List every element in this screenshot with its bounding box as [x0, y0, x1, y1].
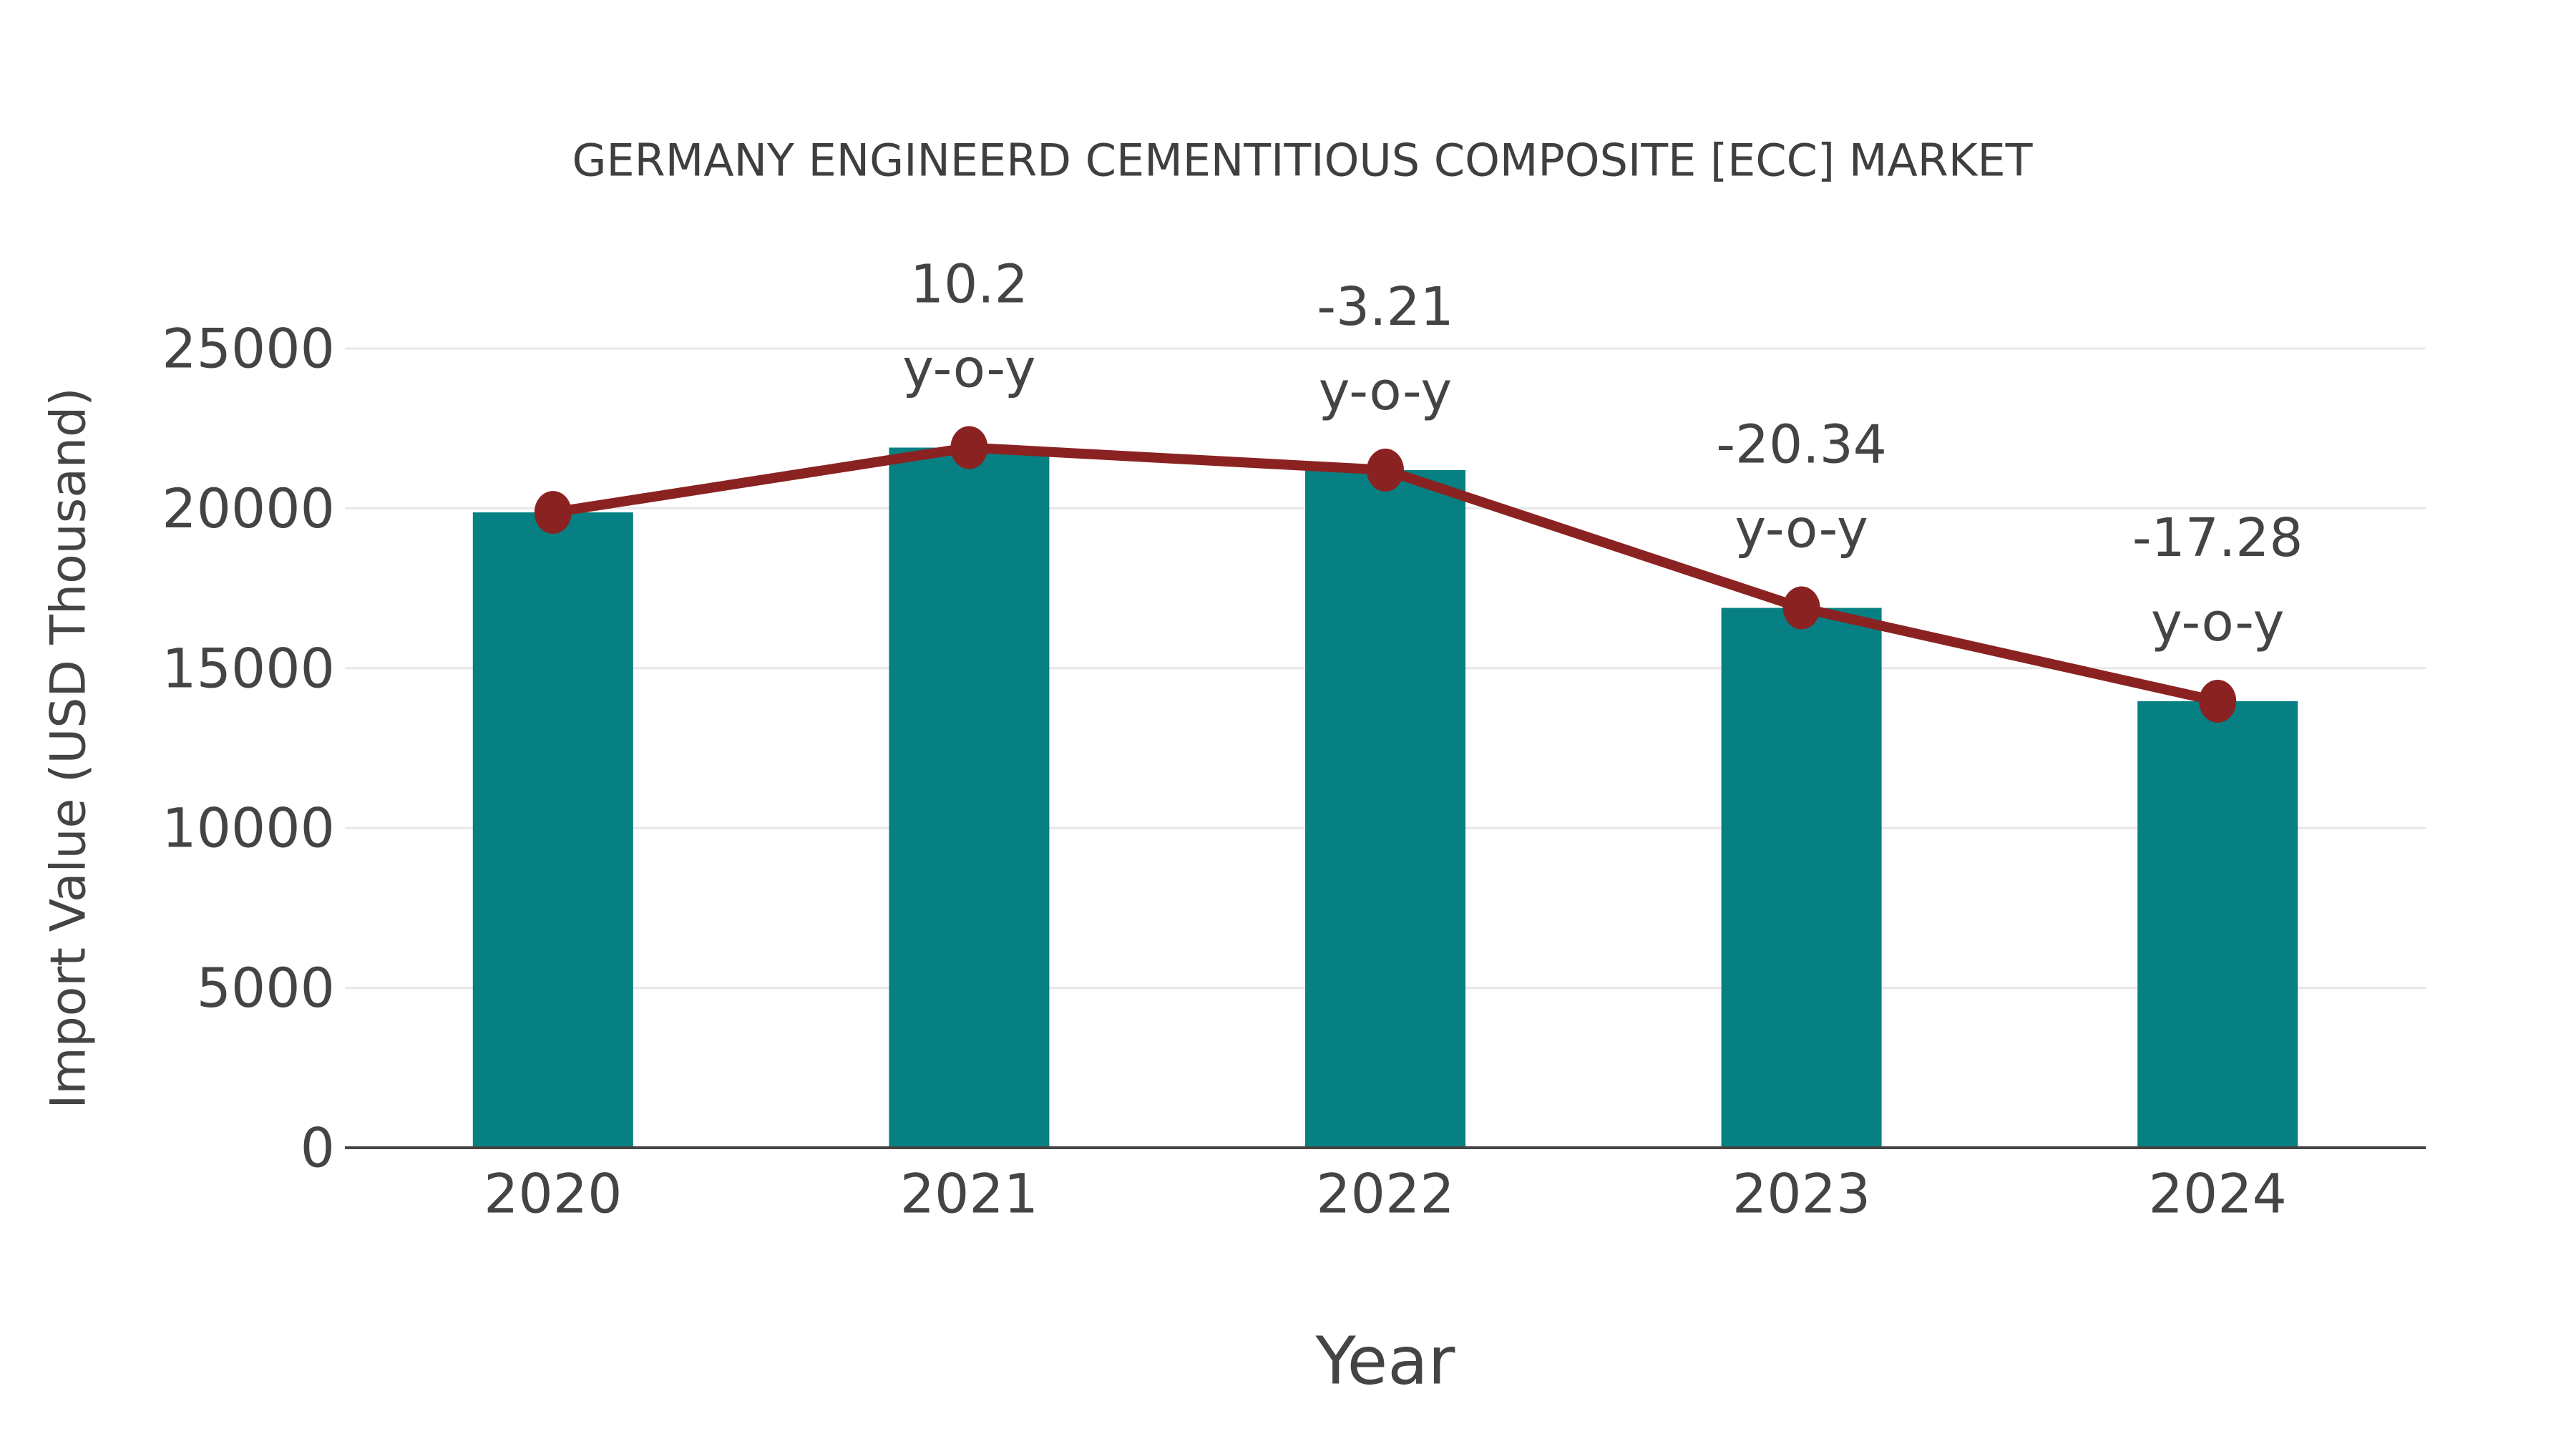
xtick-label-2023: 2023 — [1732, 1162, 1870, 1226]
ytick-label-15000: 15000 — [162, 636, 335, 700]
marker-2020 — [534, 491, 572, 535]
bar-2022 — [1305, 469, 1465, 1148]
xtick-label-2021: 2021 — [900, 1162, 1038, 1226]
marker-2021 — [950, 426, 988, 469]
bar-2020 — [472, 512, 633, 1148]
x-axis-title: Year — [1315, 1323, 1455, 1400]
annotation-2023-value: -20.34 — [1716, 414, 1887, 476]
bar-2023 — [1721, 608, 1882, 1148]
annotation-2024-suffix: y-o-y — [2151, 592, 2284, 653]
annotation-2024-value: -17.28 — [2132, 507, 2303, 569]
marker-2023 — [1782, 586, 1820, 630]
ytick-label-20000: 20000 — [162, 477, 335, 540]
annotation-2021-value: 10.2 — [910, 254, 1028, 316]
bar-2024 — [2137, 701, 2298, 1148]
annotation-2022-suffix: y-o-y — [1319, 361, 1452, 422]
ytick-label-0: 0 — [301, 1116, 335, 1180]
ytick-label-5000: 5000 — [197, 956, 335, 1020]
annotation-2023-suffix: y-o-y — [1735, 499, 1868, 560]
annotation-2022-value: -3.21 — [1317, 276, 1453, 338]
ytick-label-10000: 10000 — [162, 796, 335, 860]
marker-2024 — [2199, 679, 2237, 723]
ytick-label-25000: 25000 — [162, 317, 335, 381]
marker-2022 — [1367, 448, 1404, 492]
annotation-2021-suffix: y-o-y — [902, 338, 1035, 400]
xtick-label-2020: 2020 — [484, 1162, 622, 1226]
y-axis-title: Import Value (USD Thousand) — [41, 387, 97, 1108]
xtick-label-2024: 2024 — [2148, 1162, 2286, 1226]
chart-title: GERMANY ENGINEERD CEMENTITIOUS COMPOSITE… — [572, 135, 2033, 187]
xtick-label-2022: 2022 — [1316, 1162, 1454, 1226]
bar-2021 — [889, 447, 1050, 1148]
